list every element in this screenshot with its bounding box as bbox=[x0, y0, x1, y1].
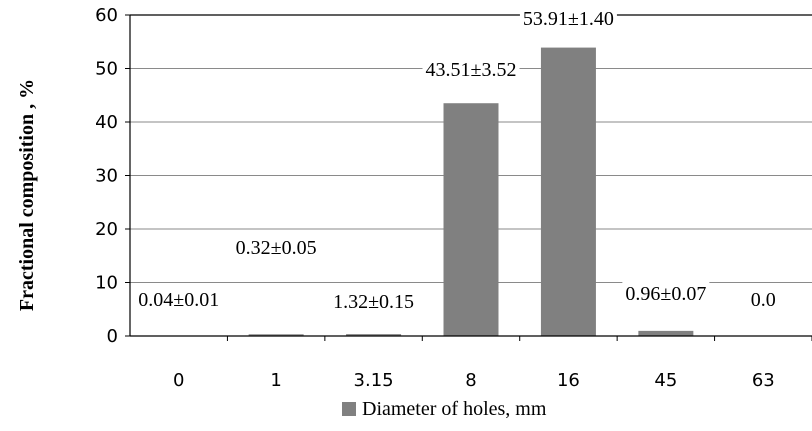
bar bbox=[638, 331, 693, 336]
data-label: 53.91±1.40 bbox=[523, 8, 614, 30]
data-label-group: 1.32±0.15 bbox=[330, 290, 417, 314]
data-label-group: 0.0 bbox=[748, 288, 779, 312]
legend: Diameter of holes, mm bbox=[342, 398, 547, 420]
data-label-group: 53.91±1.40 bbox=[520, 7, 617, 31]
bars bbox=[151, 48, 693, 336]
x-tick-label: 0 bbox=[173, 370, 184, 391]
data-label-group: 0.96±0.07 bbox=[622, 282, 709, 306]
x-tick-label: 8 bbox=[465, 370, 476, 391]
y-tick-label: 60 bbox=[95, 5, 118, 26]
x-tick-label: 3.15 bbox=[354, 370, 394, 391]
x-tick-label: 16 bbox=[557, 370, 580, 391]
data-label: 43.51±3.52 bbox=[426, 59, 517, 81]
y-tick-label: 40 bbox=[95, 112, 118, 133]
data-label: 1.32±0.15 bbox=[333, 291, 414, 313]
x-tick-label: 45 bbox=[654, 370, 677, 391]
y-tick-label: 30 bbox=[95, 166, 118, 187]
y-axis-title: Fractional composition , % bbox=[16, 79, 38, 311]
y-tick-label: 20 bbox=[95, 219, 118, 240]
bar bbox=[444, 103, 499, 336]
data-label-group: 0.32±0.05 bbox=[233, 236, 320, 260]
y-axis-ticks: 0 10 20 30 40 50 60 bbox=[95, 5, 130, 347]
legend-swatch bbox=[342, 402, 356, 416]
data-label-group: 43.51±3.52 bbox=[423, 58, 520, 82]
x-axis-ticks: 0 1 3.15 8 16 45 63 bbox=[173, 336, 812, 391]
data-label: 0.32±0.05 bbox=[236, 237, 317, 259]
bar bbox=[541, 48, 596, 336]
x-tick-label: 1 bbox=[270, 370, 281, 391]
data-label: 0.0 bbox=[751, 289, 776, 311]
y-tick-label: 50 bbox=[95, 59, 118, 80]
y-tick-label: 0 bbox=[107, 326, 118, 347]
x-tick-label: 63 bbox=[752, 370, 775, 391]
data-label-group: 0.04±0.01 bbox=[135, 288, 222, 312]
legend-label: Diameter of holes, mm bbox=[362, 398, 547, 420]
data-label: 0.04±0.01 bbox=[138, 289, 219, 311]
y-tick-label: 10 bbox=[95, 273, 118, 294]
data-label: 0.96±0.07 bbox=[625, 283, 706, 305]
